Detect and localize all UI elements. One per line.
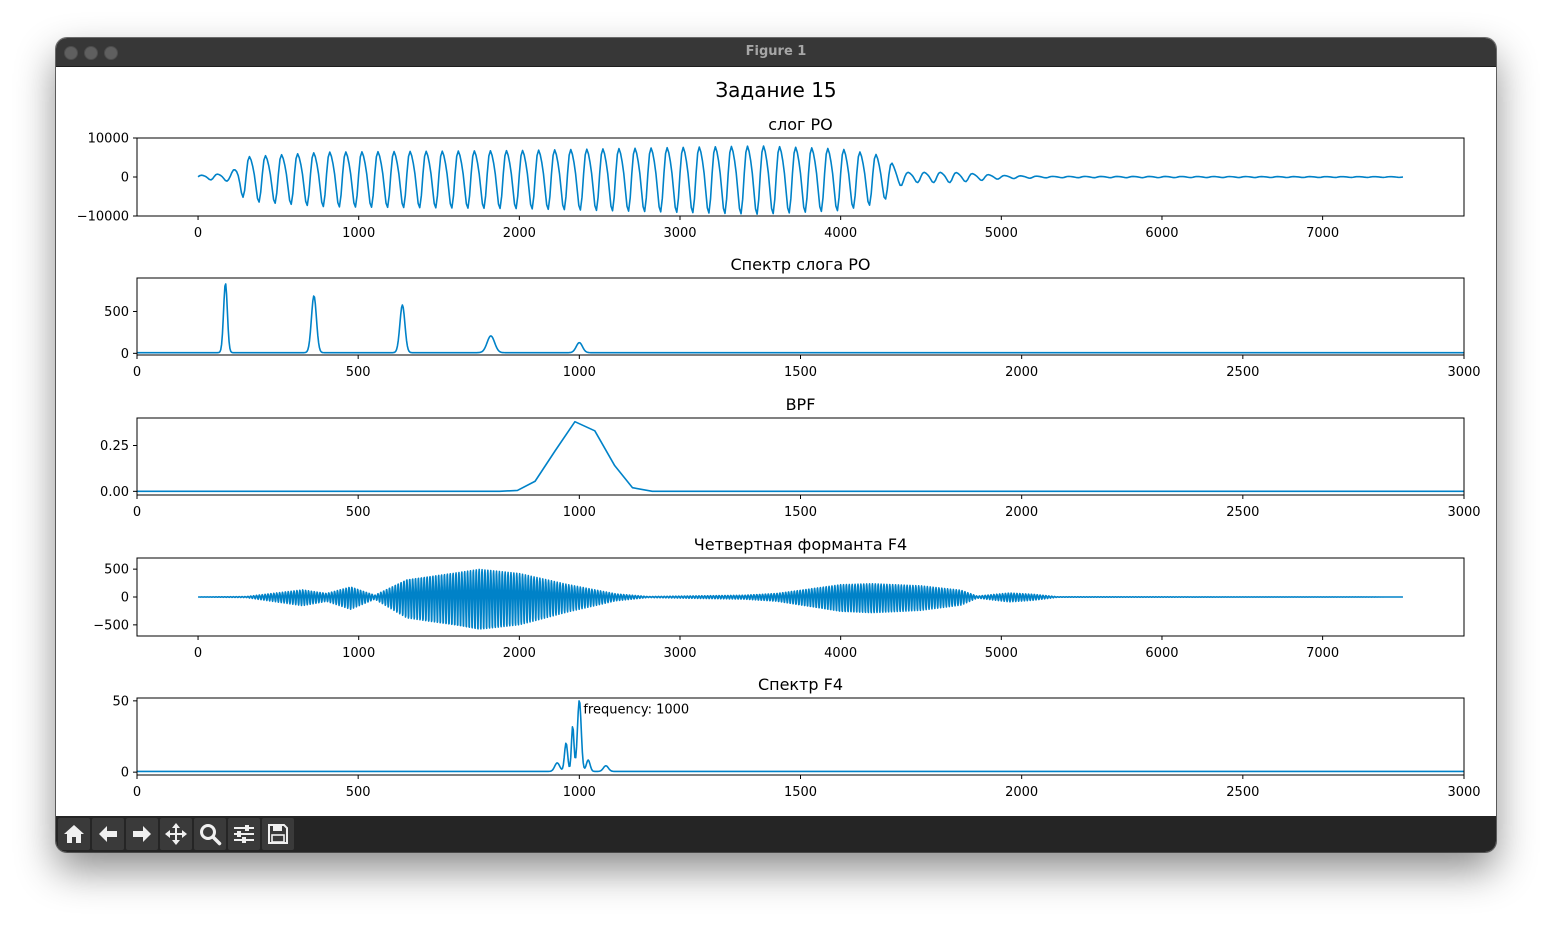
y-tick-label: −10000 — [77, 210, 129, 225]
forward-button[interactable] — [126, 818, 158, 850]
x-tick-label: 5000 — [985, 226, 1018, 241]
subplot-1: слог РО 0 1000 2000 3000 4000 5000 6000 7000 −100… — [77, 115, 1465, 241]
y-tick-label: 50 — [112, 694, 129, 709]
y-tick-label: 0 — [121, 347, 129, 362]
x-tick-label: 3000 — [1447, 505, 1480, 520]
figure-suptitle: Задание 15 — [715, 78, 836, 102]
x-tick-label: 2500 — [1226, 505, 1259, 520]
x-tick-label: 2000 — [503, 226, 536, 241]
subplot-5: Спектр F4 0 500 1000 1500 2000 2500 3000 0 50 freq… — [112, 675, 1480, 800]
y-tick-label: −500 — [93, 618, 129, 633]
subplot-title: Спектр F4 — [758, 675, 843, 694]
series-line — [137, 700, 1464, 773]
x-tick-label: 0 — [133, 785, 141, 800]
arrow-left-icon — [99, 826, 117, 842]
move-icon — [165, 823, 187, 845]
arrow-right-icon — [133, 826, 151, 842]
x-tick-label: 7000 — [1306, 226, 1339, 241]
x-tick-label: 4000 — [824, 226, 857, 241]
x-tick-label: 2500 — [1226, 365, 1259, 380]
x-tick-label: 1000 — [563, 785, 596, 800]
zoom-button[interactable] — [194, 818, 226, 850]
x-tick-label: 2000 — [1005, 365, 1038, 380]
x-tick-label: 1000 — [342, 226, 375, 241]
subplot-title: BPF — [786, 395, 816, 414]
y-tick-label: 500 — [104, 563, 129, 578]
x-tick-label: 6000 — [1145, 646, 1178, 661]
sliders-icon — [234, 825, 254, 843]
frequency-annotation: frequency: 1000 — [583, 702, 689, 717]
search-icon — [200, 824, 222, 846]
x-tick-label: 6000 — [1145, 226, 1178, 241]
axes-frame — [136, 277, 1465, 356]
x-tick-label: 5000 — [985, 646, 1018, 661]
y-tick-label: 0 — [121, 171, 129, 186]
figure-canvas[interactable]: Задание 15 слог РО 0 1000 2000 3000 4000 5000 6… — [56, 67, 1496, 816]
x-tick-label: 1500 — [784, 785, 817, 800]
series-line — [137, 283, 1464, 354]
zoom-window-button[interactable] — [104, 46, 118, 60]
close-window-button[interactable] — [64, 46, 78, 60]
x-tick-label: 1000 — [563, 505, 596, 520]
x-tick-label: 500 — [346, 505, 371, 520]
subplot-2: Спектр слога РО 0 500 1000 1500 2000 2500 3000 0… — [104, 255, 1480, 380]
home-button[interactable] — [58, 818, 90, 850]
axes-frame — [136, 697, 1465, 776]
x-tick-label: 1000 — [342, 646, 375, 661]
series-line — [197, 568, 1404, 630]
x-tick-label: 2500 — [1226, 785, 1259, 800]
x-tick-label: 500 — [346, 785, 371, 800]
home-icon — [64, 825, 84, 843]
x-tick-label: 2000 — [1005, 785, 1038, 800]
x-tick-label: 2000 — [503, 646, 536, 661]
x-tick-label: 1500 — [784, 505, 817, 520]
navigation-toolbar — [56, 816, 1496, 852]
y-tick-label: 0.00 — [100, 485, 129, 500]
x-tick-label: 7000 — [1306, 646, 1339, 661]
series-line — [197, 145, 1404, 215]
x-tick-label: 0 — [133, 505, 141, 520]
x-tick-label: 0 — [194, 646, 202, 661]
y-tick-label: 0.25 — [100, 439, 129, 454]
save-button[interactable] — [262, 818, 294, 850]
y-tick-label: 10000 — [88, 132, 129, 147]
y-tick-label: 500 — [104, 305, 129, 320]
x-tick-label: 500 — [346, 365, 371, 380]
x-tick-label: 0 — [133, 365, 141, 380]
configure-subplots-button[interactable] — [228, 818, 260, 850]
pan-button[interactable] — [160, 818, 192, 850]
minimize-window-button[interactable] — [84, 46, 98, 60]
x-tick-label: 3000 — [663, 226, 696, 241]
x-tick-label: 1500 — [784, 365, 817, 380]
subplot-title: Четвертная форманта F4 — [694, 535, 907, 554]
y-tick-label: 0 — [121, 766, 129, 781]
subplot-title: Спектр слога РО — [730, 255, 870, 274]
axes-frame — [136, 417, 1465, 496]
series-line — [137, 420, 1464, 493]
x-tick-label: 4000 — [824, 646, 857, 661]
x-tick-label: 2000 — [1005, 505, 1038, 520]
subplot-4: Четвертная форманта F4 0 1000 2000 3000 4000 5… — [93, 535, 1465, 661]
subplot-title: слог РО — [768, 115, 833, 134]
x-tick-label: 3000 — [1447, 785, 1480, 800]
y-tick-label: 0 — [121, 591, 129, 606]
window-title: Figure 1 — [745, 44, 807, 59]
title-bar: Figure 1 — [56, 38, 1496, 67]
x-tick-label: 3000 — [663, 646, 696, 661]
figure-window: Figure 1 Задание 15 слог РО 0 1000 2000 3000… — [56, 38, 1496, 852]
x-tick-label: 3000 — [1447, 365, 1480, 380]
save-icon — [268, 824, 288, 844]
x-tick-label: 1000 — [563, 365, 596, 380]
subplot-3: BPF 0 500 1000 1500 2000 2500 3000 0.00 0.25 — [100, 395, 1481, 520]
back-button[interactable] — [92, 818, 124, 850]
x-tick-label: 0 — [194, 226, 202, 241]
